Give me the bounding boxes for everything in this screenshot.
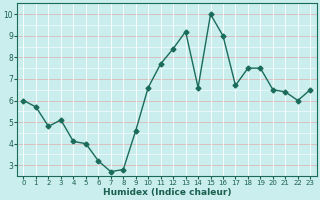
X-axis label: Humidex (Indice chaleur): Humidex (Indice chaleur) [103, 188, 231, 197]
